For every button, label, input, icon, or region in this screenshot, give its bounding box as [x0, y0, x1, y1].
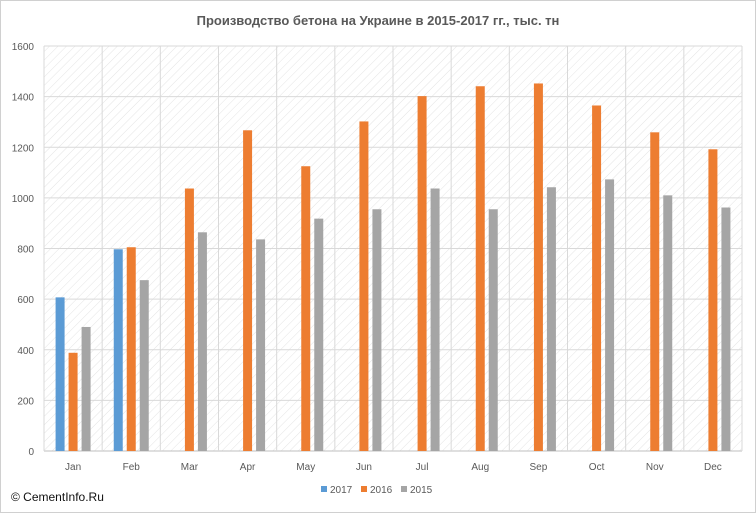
x-tick-label: Aug	[471, 462, 489, 473]
y-tick-label: 600	[17, 295, 34, 306]
legend-swatch-2015	[401, 486, 407, 492]
x-tick-label: Sep	[530, 462, 548, 473]
y-tick-label: 800	[17, 245, 34, 256]
legend-label: 2017	[330, 485, 353, 496]
y-tick-label: 200	[17, 396, 34, 407]
bar-2016-May	[301, 166, 311, 451]
bar-2015-Mar	[197, 232, 207, 451]
legend-label: 2016	[370, 485, 393, 496]
bar-2015-Nov	[663, 195, 673, 451]
y-tick-label: 1000	[12, 194, 35, 205]
x-tick-label: Jan	[65, 462, 81, 473]
legend-swatch-2016	[361, 486, 367, 492]
bars-layer	[55, 83, 731, 452]
copyright-text: © CementInfo.Ru	[11, 490, 104, 504]
bar-2016-Mar	[184, 188, 194, 451]
bar-2016-Nov	[650, 132, 660, 452]
bar-2015-Oct	[605, 179, 615, 451]
legend-swatch-2017	[321, 486, 327, 492]
chart-title: Производство бетона на Украине в 2015-20…	[197, 13, 560, 28]
bar-2015-May	[314, 218, 324, 451]
grid-layer	[43, 45, 743, 452]
x-tick-label: Oct	[589, 462, 605, 473]
x-tick-label: Nov	[646, 462, 664, 473]
x-tick-label: Jul	[416, 462, 429, 473]
bar-2016-Sep	[533, 83, 543, 452]
bar-2016-Oct	[592, 105, 602, 451]
bar-2016-Jan	[68, 352, 78, 451]
bar-2015-Aug	[488, 209, 498, 451]
bar-2015-Feb	[139, 280, 149, 451]
bar-2017-Jan	[55, 297, 65, 451]
bar-2016-Apr	[243, 130, 253, 451]
bar-2016-Jun	[359, 121, 369, 452]
bar-2015-Dec	[721, 207, 731, 451]
x-tick-label: Dec	[704, 462, 722, 473]
bar-2015-Jun	[372, 209, 382, 451]
y-tick-label: 400	[17, 346, 34, 357]
y-tick-label: 1200	[12, 143, 35, 154]
legend-label: 2015	[410, 485, 433, 496]
x-tick-label: May	[296, 462, 315, 473]
x-axis: Jan Feb Mar Apr May Jun Jul Aug Sep Oct Nov Dec	[65, 462, 722, 473]
x-tick-label: Apr	[240, 462, 256, 473]
y-tick-label: 0	[28, 447, 34, 458]
x-tick-label: Jun	[356, 462, 372, 473]
bar-2017-Feb	[113, 249, 123, 451]
legend: 2017 2016 2015	[321, 485, 433, 496]
y-axis: 0 200 400 600 800 1000 1200 1400 1600	[12, 42, 35, 458]
bar-2015-Jul	[430, 188, 440, 451]
bar-2016-Jul	[417, 96, 427, 452]
bar-2016-Feb	[126, 247, 136, 451]
bar-2015-Apr	[256, 239, 266, 451]
bar-2016-Aug	[475, 86, 485, 451]
x-tick-label: Feb	[123, 462, 141, 473]
y-tick-label: 1600	[12, 42, 35, 53]
bar-2015-Sep	[546, 187, 556, 451]
y-tick-label: 1400	[12, 93, 35, 104]
x-tick-label: Mar	[181, 462, 199, 473]
bar-2015-Jan	[81, 326, 91, 451]
bar-2016-Dec	[708, 149, 718, 451]
